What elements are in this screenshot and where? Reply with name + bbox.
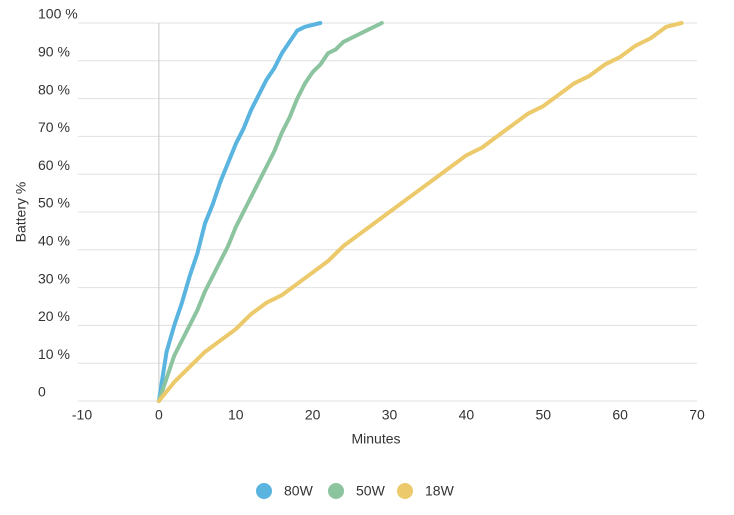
y-tick-label: 90 % xyxy=(38,44,70,60)
x-tick-label: 30 xyxy=(382,407,398,423)
x-tick-label: 10 xyxy=(228,407,244,423)
y-tick-label: 10 % xyxy=(38,346,70,362)
y-tick-label: 40 % xyxy=(38,233,70,249)
x-tick-label: 70 xyxy=(689,407,705,423)
y-tick-label: 70 % xyxy=(38,119,70,135)
series-line xyxy=(156,21,323,403)
y-tick-label: 60 % xyxy=(38,157,70,173)
x-tick-label: 50 xyxy=(535,407,551,423)
x-tick-label: 0 xyxy=(155,407,163,423)
y-tick-label: 50 % xyxy=(38,195,70,211)
x-axis-title: Minutes xyxy=(351,431,400,447)
y-tick-label: 80 % xyxy=(38,81,70,97)
x-tick-label: 20 xyxy=(305,407,321,423)
x-tick-label: 40 xyxy=(459,407,475,423)
legend-marker xyxy=(256,483,272,499)
y-tick-label: 100 % xyxy=(38,6,78,22)
series-line xyxy=(156,21,384,403)
legend-marker xyxy=(397,483,413,499)
x-tick-label: -10 xyxy=(72,407,92,423)
legend-marker xyxy=(328,483,344,499)
legend-label: 18W xyxy=(425,483,455,499)
legend-label: 80W xyxy=(284,483,314,499)
legend-label: 50W xyxy=(356,483,386,499)
y-tick-label: 30 % xyxy=(38,270,70,286)
y-axis-title: Battery % xyxy=(13,182,29,243)
series-line xyxy=(156,21,684,403)
y-tick-label: 0 xyxy=(38,384,46,400)
y-tick-label: 20 % xyxy=(38,308,70,324)
x-tick-label: 60 xyxy=(612,407,628,423)
